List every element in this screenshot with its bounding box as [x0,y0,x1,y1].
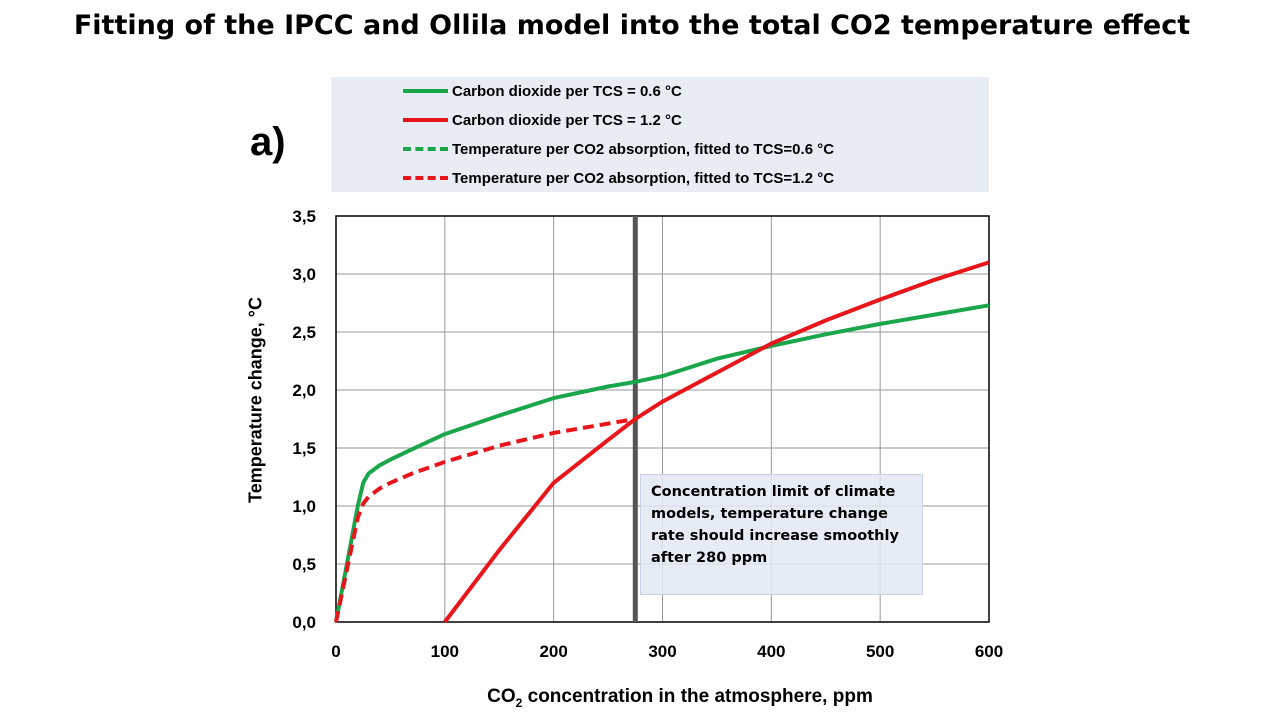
y-tick-label: 2,5 [292,323,316,342]
legend-label: Temperature per CO2 absorption, fitted t… [452,140,835,158]
x-tick-label: 400 [757,642,785,661]
chart-legend: Carbon dioxide per TCS = 0.6 °C Carbon d… [331,77,989,192]
legend-item: Carbon dioxide per TCS = 1.2 °C [403,110,682,130]
x-tick-label: 200 [539,642,567,661]
x-tick-label: 500 [866,642,894,661]
y-tick-label: 0,0 [292,613,316,632]
x-tick-label: 0 [331,642,340,661]
y-tick-label: 2,0 [292,381,316,400]
legend-item: Carbon dioxide per TCS = 0.6 °C [403,81,682,101]
x-axis-label: CO2 concentration in the atmosphere, ppm [487,686,873,710]
plot-area-border [335,215,990,623]
legend-label: Carbon dioxide per TCS = 1.2 °C [452,111,682,129]
legend-swatch [403,89,448,93]
legend-label: Carbon dioxide per TCS = 0.6 °C [452,82,682,100]
legend-swatch [403,147,448,151]
y-axis-label: Temperature change, °C [245,297,266,503]
y-tick-label: 1,0 [292,497,316,516]
legend-swatch [403,118,448,122]
panel-label: a) [250,120,286,164]
y-tick-label: 3,0 [292,265,316,284]
legend-item: Temperature per CO2 absorption, fitted t… [403,168,834,188]
x-axis-label-main: CO [487,686,516,707]
x-tick-label: 300 [648,642,676,661]
legend-swatch [403,176,448,180]
annotation-box: Concentration limit of climate models, t… [640,474,923,595]
y-tick-label: 0,5 [292,555,316,574]
x-tick-label: 100 [431,642,459,661]
series-line-0 [334,303,990,623]
series-line-1 [443,260,990,624]
legend-item: Temperature per CO2 absorption, fitted t… [403,139,834,159]
y-tick-label: 3,5 [292,207,316,226]
y-tick-label: 1,5 [292,439,316,458]
x-tick-label: 600 [975,642,1003,661]
legend-label: Temperature per CO2 absorption, fitted t… [452,169,835,187]
slide-title: Fitting of the IPCC and Ollila model int… [73,10,1191,41]
x-axis-label-subscript: 2 [515,695,523,710]
series-line-3 [334,417,636,623]
x-axis-label-rest: concentration in the atmosphere, ppm [522,686,873,707]
